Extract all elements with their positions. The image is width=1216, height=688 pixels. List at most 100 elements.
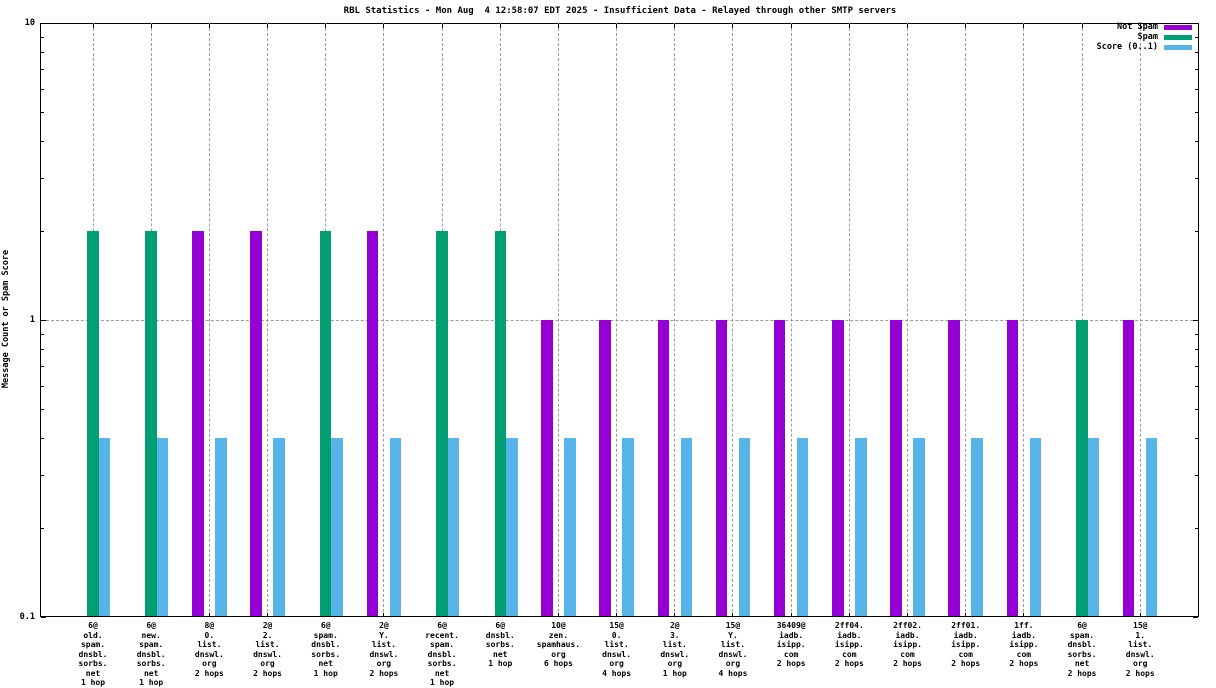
y-minor-tick-right — [1195, 527, 1198, 529]
y-minor-tick-right — [1195, 333, 1198, 335]
y-minor-tick-right — [1195, 475, 1198, 477]
y-minor-tick-right — [1195, 348, 1198, 350]
bar-score-0-1 — [1145, 438, 1158, 616]
x-tick-bottom — [790, 613, 792, 617]
y-minor-tick-left — [41, 527, 44, 529]
bar-spam — [1076, 320, 1088, 616]
x-tick-bottom — [557, 613, 559, 617]
x-tick-top — [965, 24, 967, 28]
x-tick-top — [383, 24, 385, 28]
x-axis-label: 2ff01. iadb. isipp. com 2 hops — [951, 621, 981, 668]
x-tick-top — [1081, 24, 1083, 28]
x-tick-bottom — [848, 613, 850, 617]
x-tick-top — [325, 24, 327, 28]
bar-score-0-1 — [98, 438, 111, 616]
x-tick-top — [1023, 24, 1025, 28]
bar-score-0-1 — [1029, 438, 1042, 616]
x-tick-bottom — [965, 613, 967, 617]
y-minor-tick-left — [41, 475, 44, 477]
x-tick-top — [907, 24, 909, 28]
bar-not-spam — [715, 320, 728, 616]
bar-not-spam — [832, 320, 844, 616]
y-minor-tick-left — [41, 141, 44, 143]
x-tick-top — [208, 24, 210, 28]
legend-label: Score (0..1) — [1096, 42, 1158, 52]
y-minor-tick-left — [41, 230, 44, 232]
y-minor-tick-right — [1195, 178, 1198, 180]
bar-not-spam — [773, 320, 786, 616]
x-axis-label: 15@ 0. list. dnswl. org 4 hops — [602, 621, 632, 678]
x-tick-bottom — [267, 613, 269, 617]
x-axis-label: 2ff04. iadb. isipp. com 2 hops — [834, 621, 864, 668]
y-major-tick-left — [41, 617, 46, 618]
legend-swatch — [1164, 35, 1192, 40]
chart-title: RBL Statistics - Mon Aug 4 12:58:07 EDT … — [343, 6, 897, 16]
x-tick-top — [499, 24, 501, 28]
y-minor-tick-left — [41, 36, 44, 38]
x-axis-label: 6@ spam. dnsbl. sorbs. net 1 hop — [311, 621, 341, 678]
bar-spam — [87, 230, 99, 616]
bar-score-0-1 — [738, 438, 751, 616]
y-minor-tick-right — [1195, 51, 1198, 53]
x-axis-label: 8@ 0. list. dnswl. org 2 hops — [194, 621, 224, 678]
plot-frame — [40, 23, 1199, 617]
x-tick-bottom — [732, 613, 734, 617]
x-tick-top — [267, 24, 269, 28]
x-tick-top — [441, 24, 443, 28]
y-minor-tick-right — [1195, 385, 1198, 387]
x-axis-label: 2@ 3. list. dnswl. org 1 hop — [660, 621, 690, 678]
x-tick-top — [732, 24, 734, 28]
y-tick-label: 1 — [29, 314, 35, 325]
bar-not-spam — [890, 320, 902, 616]
bar-score-0-1 — [156, 438, 169, 616]
x-axis-label: 2@ Y. list. dnswl. org 2 hops — [369, 621, 399, 678]
y-minor-tick-left — [41, 438, 44, 440]
y-minor-tick-left — [41, 112, 44, 114]
y-minor-tick-right — [1195, 438, 1198, 440]
x-tick-top — [1139, 24, 1141, 28]
bar-not-spam — [599, 320, 611, 616]
bar-not-spam — [250, 230, 262, 616]
y-tick-label: 10 — [24, 17, 35, 28]
y-minor-tick-left — [41, 333, 44, 335]
y-minor-tick-left — [41, 88, 44, 90]
y-minor-tick-left — [41, 409, 44, 411]
x-tick-bottom — [1139, 613, 1141, 617]
bar-score-0-1 — [622, 438, 634, 616]
x-axis-label: 36409@ iadb. isipp. com 2 hops — [776, 621, 806, 668]
bar-spam — [319, 230, 332, 616]
y-minor-tick-left — [41, 348, 44, 350]
bar-score-0-1 — [389, 438, 402, 616]
x-axis-label: 6@ recent. spam. dnsbl. sorbs. net 1 hop — [425, 621, 459, 687]
bar-score-0-1 — [215, 438, 227, 616]
bar-not-spam — [541, 320, 553, 616]
y-major-tick-right — [1193, 23, 1198, 24]
x-tick-bottom — [907, 613, 909, 617]
bar-not-spam — [948, 320, 960, 616]
x-tick-bottom — [674, 613, 676, 617]
bar-spam — [145, 230, 157, 616]
bar-score-0-1 — [564, 438, 576, 616]
y-minor-tick-right — [1195, 409, 1198, 411]
y-tick-label: 0.1 — [19, 611, 35, 622]
y-major-tick-left — [41, 320, 46, 321]
x-axis-label: 10@ zen. spamhaus. org 6 hops — [536, 621, 581, 668]
y-major-tick-right — [1193, 617, 1198, 618]
x-tick-top — [848, 24, 850, 28]
x-axis-label: 15@ Y. list. dnswl. org 4 hops — [718, 621, 748, 678]
bar-score-0-1 — [273, 438, 285, 616]
bar-score-0-1 — [913, 438, 925, 616]
x-tick-top — [616, 24, 618, 28]
x-axis-label: 2@ 2. list. dnswl. org 2 hops — [253, 621, 282, 678]
x-axis-label: 2ff02. iadb. isipp. com 2 hops — [893, 621, 922, 668]
x-tick-bottom — [1023, 613, 1025, 617]
y-minor-tick-right — [1195, 366, 1198, 367]
y-minor-tick-right — [1195, 88, 1198, 90]
y-minor-tick-right — [1195, 230, 1198, 232]
bar-score-0-1 — [447, 438, 460, 616]
bar-score-0-1 — [971, 438, 983, 616]
y-major-tick-left — [41, 23, 46, 24]
bar-score-0-1 — [331, 438, 343, 616]
x-tick-top — [557, 24, 559, 28]
y-minor-tick-right — [1195, 69, 1198, 70]
